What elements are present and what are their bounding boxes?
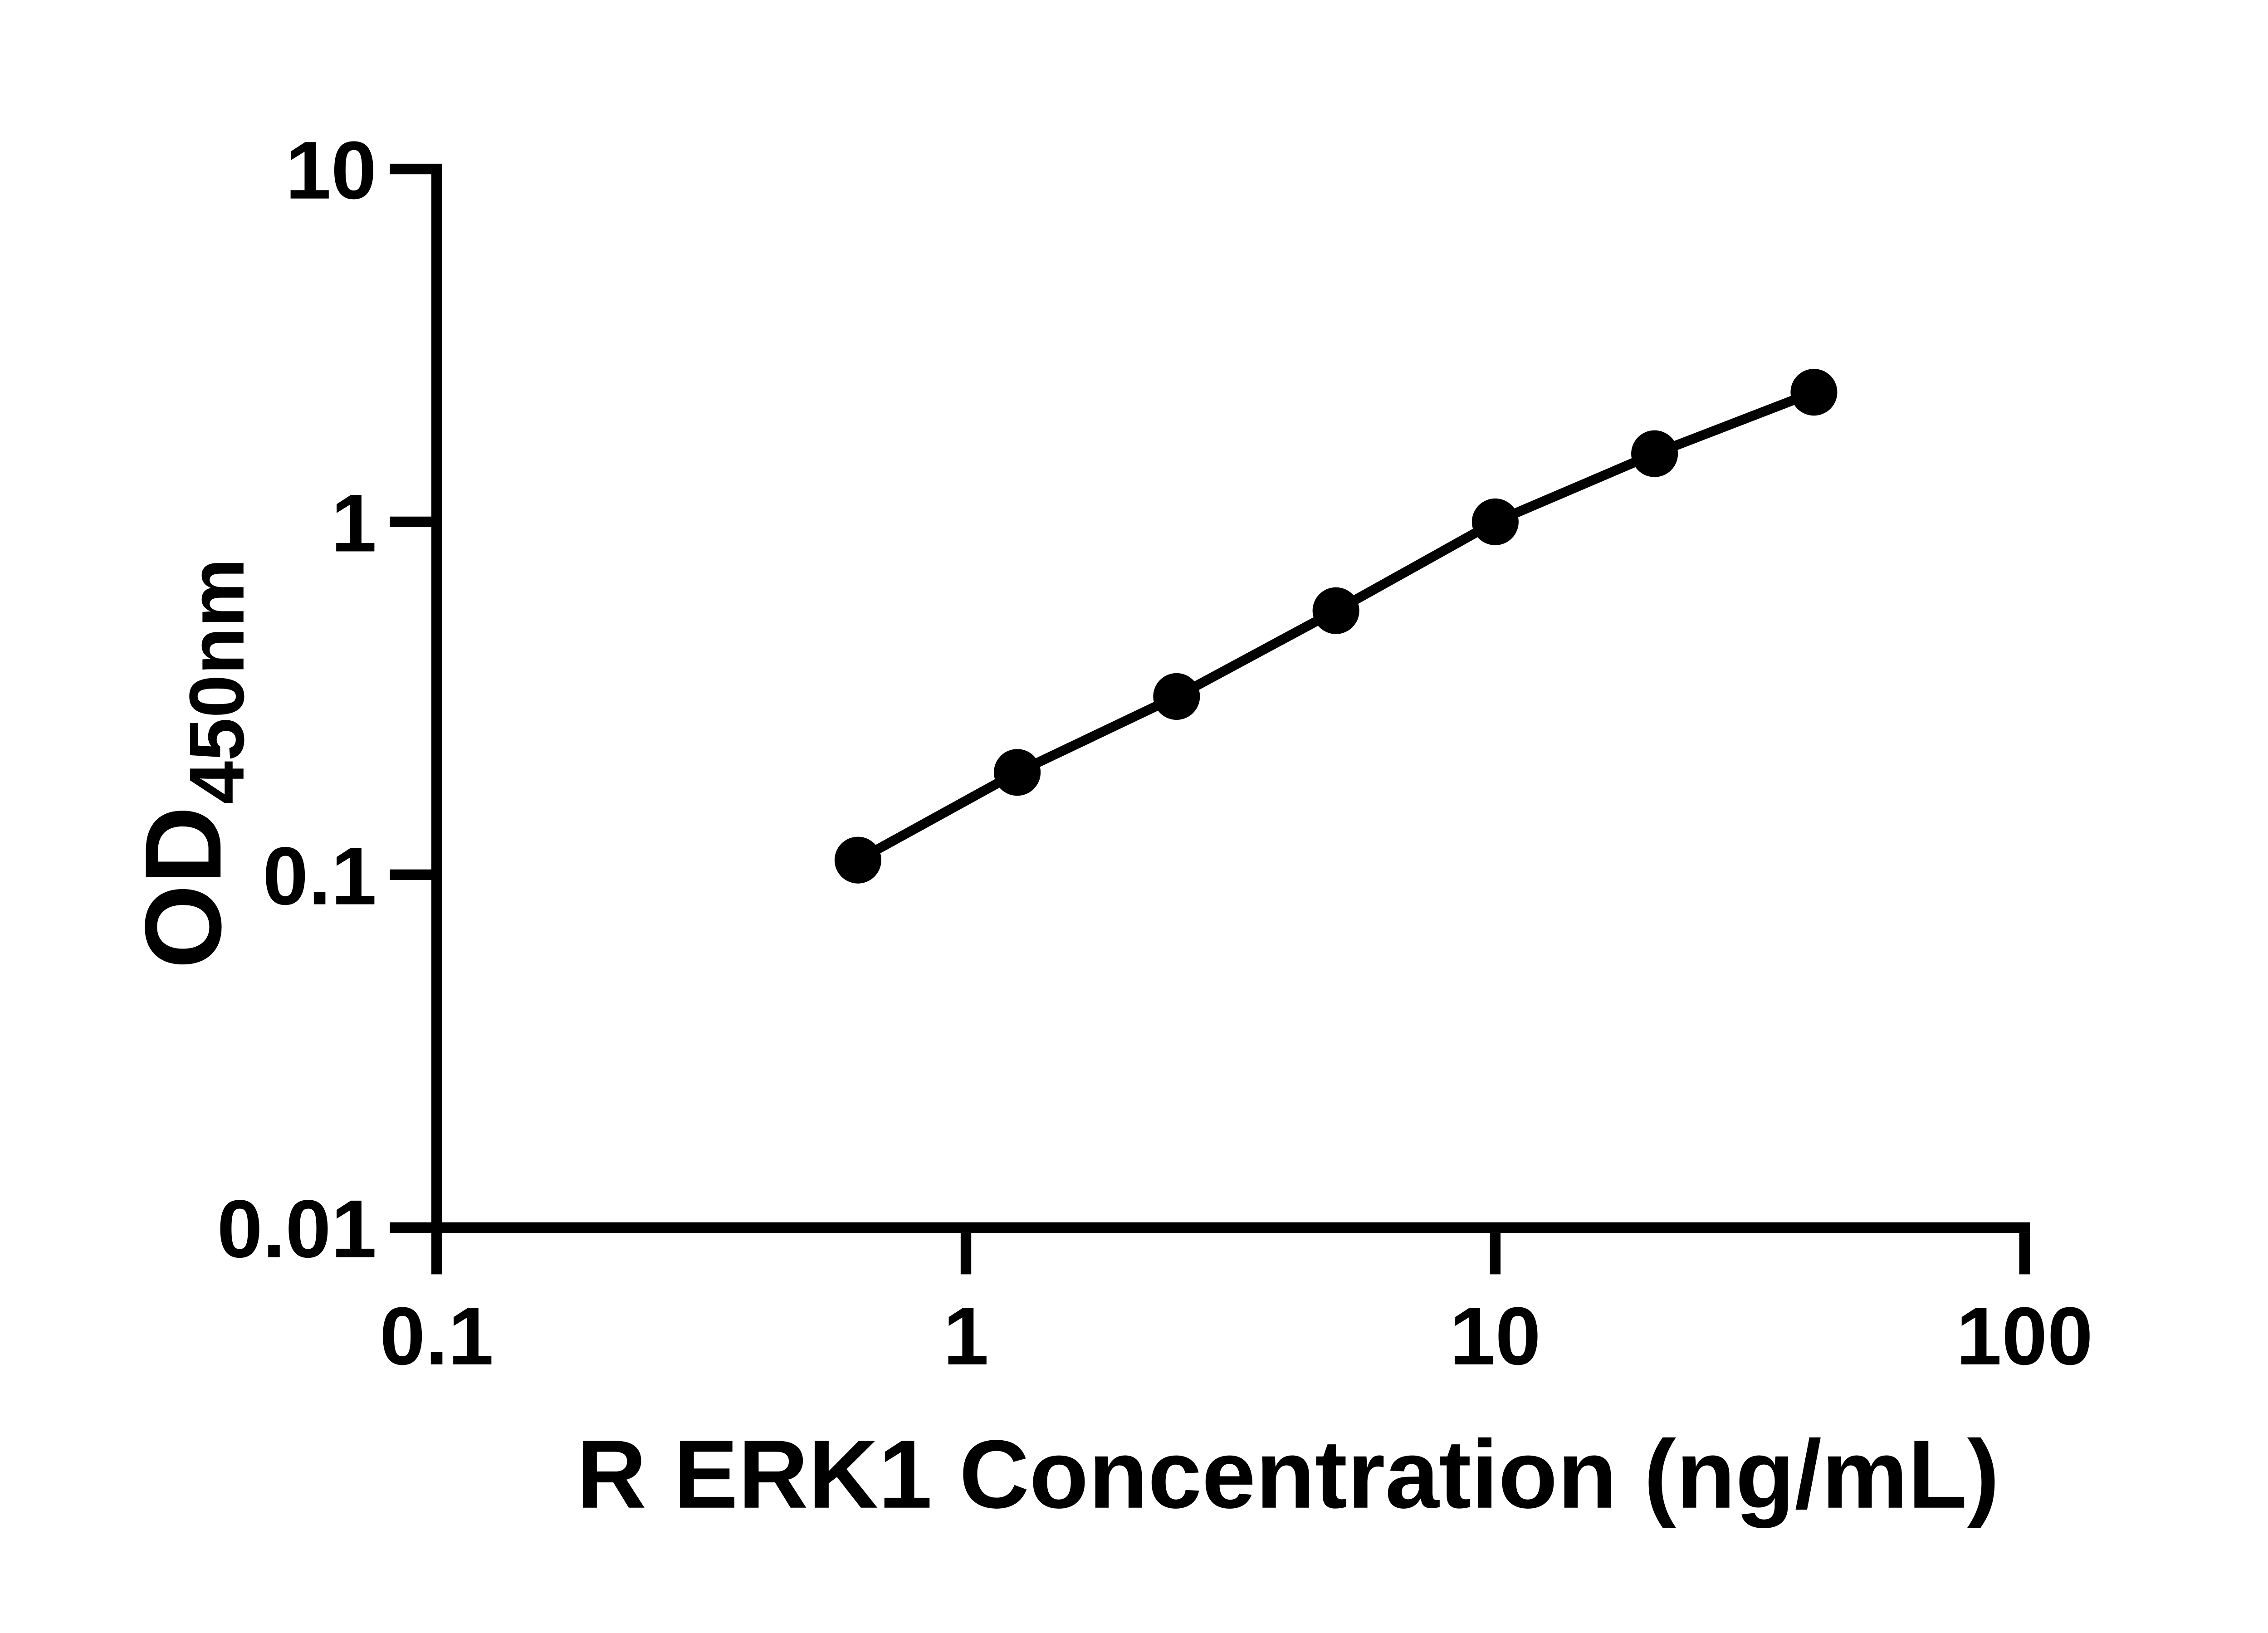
y-axis: 10 1 0.1 0.01	[217, 125, 442, 1275]
y-tick-label: 0.1	[263, 830, 376, 922]
y-tick	[390, 869, 431, 880]
data-point	[1312, 587, 1359, 634]
x-tick	[2019, 1232, 2030, 1275]
y-tick-marks	[390, 163, 431, 1233]
y-tick-label: 0.01	[217, 1183, 376, 1275]
y-tick	[390, 163, 431, 175]
y-tick	[390, 1222, 431, 1233]
data-point	[1790, 369, 1838, 416]
y-tick	[390, 516, 431, 528]
x-axis-line	[431, 1222, 2030, 1233]
curve-series	[834, 369, 1838, 884]
y-axis-title-subscript: 450nm	[174, 558, 260, 804]
y-tick-labels: 10 1 0.1 0.01	[217, 125, 376, 1275]
x-tick-labels: 0.1 1 10 100	[380, 1291, 2093, 1382]
y-tick-label: 10	[285, 125, 376, 216]
x-tick	[960, 1232, 972, 1275]
data-points	[834, 369, 1838, 884]
x-tick-label: 1	[943, 1291, 989, 1382]
data-point	[1631, 430, 1678, 477]
y-tick-label: 1	[331, 478, 377, 569]
data-point	[834, 836, 881, 884]
x-axis-title: R ERK1 Concentration (ng/mL)	[577, 1420, 1999, 1529]
y-axis-line	[431, 163, 442, 1233]
y-axis-title-main: OD	[122, 806, 244, 969]
y-axis-title: OD 450nm	[122, 558, 260, 969]
x-tick	[431, 1232, 442, 1275]
x-tick-marks	[431, 1232, 2030, 1275]
data-point	[994, 749, 1041, 796]
data-point	[1153, 673, 1200, 720]
x-tick-label: 100	[1956, 1291, 2093, 1382]
x-tick-label: 10	[1450, 1291, 1541, 1382]
x-tick	[1490, 1232, 1501, 1275]
data-point	[1471, 498, 1519, 545]
x-tick-label: 0.1	[380, 1291, 494, 1382]
x-axis: 0.1 1 10 100	[380, 1222, 2093, 1382]
